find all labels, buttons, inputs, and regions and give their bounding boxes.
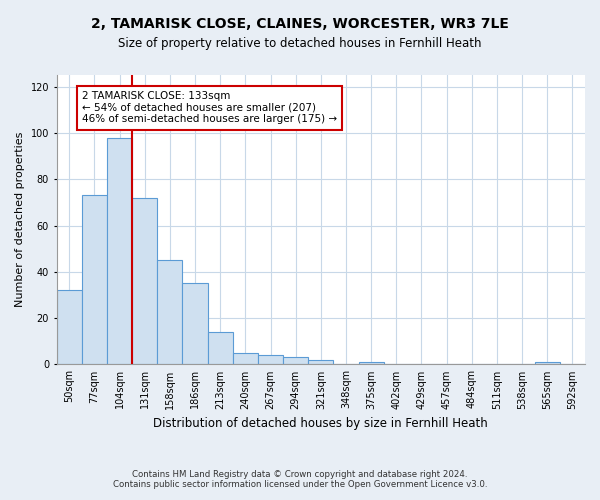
- Bar: [359, 362, 384, 364]
- Text: Size of property relative to detached houses in Fernhill Heath: Size of property relative to detached ho…: [118, 38, 482, 51]
- X-axis label: Distribution of detached houses by size in Fernhill Heath: Distribution of detached houses by size …: [154, 417, 488, 430]
- Bar: [233, 353, 258, 364]
- Y-axis label: Number of detached properties: Number of detached properties: [15, 132, 25, 308]
- Bar: [157, 260, 182, 364]
- Bar: [107, 138, 132, 364]
- Bar: [182, 284, 208, 364]
- Bar: [308, 360, 334, 364]
- Bar: [208, 332, 233, 364]
- Bar: [258, 355, 283, 364]
- Bar: [283, 358, 308, 364]
- Text: Contains HM Land Registry data © Crown copyright and database right 2024.: Contains HM Land Registry data © Crown c…: [132, 470, 468, 479]
- Text: 2 TAMARISK CLOSE: 133sqm
← 54% of detached houses are smaller (207)
46% of semi-: 2 TAMARISK CLOSE: 133sqm ← 54% of detach…: [82, 91, 337, 124]
- Text: Contains public sector information licensed under the Open Government Licence v3: Contains public sector information licen…: [113, 480, 487, 489]
- Bar: [82, 196, 107, 364]
- Bar: [535, 362, 560, 364]
- Bar: [56, 290, 82, 364]
- Text: 2, TAMARISK CLOSE, CLAINES, WORCESTER, WR3 7LE: 2, TAMARISK CLOSE, CLAINES, WORCESTER, W…: [91, 18, 509, 32]
- Bar: [132, 198, 157, 364]
